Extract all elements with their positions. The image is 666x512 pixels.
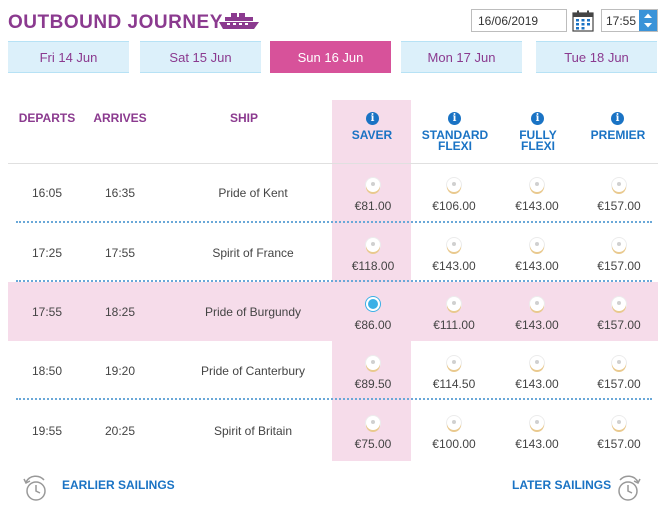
fare-radio-fully-flexi[interactable] [530, 178, 544, 192]
fare-price-saver: €118.00 [351, 259, 395, 273]
fare-price-saver: €81.00 [354, 199, 392, 213]
fare-price-standard-flexi: €143.00 [432, 259, 476, 273]
arrives-time: 19:20 [104, 364, 136, 378]
departs-time: 17:25 [31, 246, 63, 260]
fare-price-fully-flexi: €143.00 [515, 199, 559, 213]
sailing-row: 16:05 16:35 Pride of Kent €81.00 €106.00… [8, 164, 658, 223]
fare-radio-saver[interactable] [366, 356, 380, 370]
clock-back-icon[interactable] [22, 474, 48, 502]
sailing-row: 17:25 17:55 Spirit of France €118.00 €14… [8, 223, 658, 282]
row-divider [16, 398, 652, 400]
column-header-standard-flexi: STANDARD FLEXI [418, 128, 492, 153]
column-header-ship: SHIP [229, 111, 258, 125]
fare-price-premier: €157.00 [597, 437, 641, 451]
departs-time: 19:55 [31, 424, 63, 438]
fare-radio-premier[interactable] [612, 178, 626, 192]
fare-radio-saver[interactable] [366, 416, 380, 430]
ferry-icon [219, 13, 259, 29]
fare-price-saver: €86.00 [354, 318, 392, 332]
fare-radio-saver[interactable] [366, 178, 380, 192]
fare-radio-standard-flexi[interactable] [447, 297, 461, 311]
tab-sun-16-jun[interactable]: Sun 16 Jun [270, 41, 391, 73]
later-sailings-link[interactable]: LATER SAILINGS [512, 478, 612, 492]
fare-radio-standard-flexi[interactable] [447, 356, 461, 370]
fare-price-fully-flexi: €143.00 [515, 377, 559, 391]
fare-price-fully-flexi: €143.00 [515, 259, 559, 273]
column-header-departs: DEPARTS [18, 111, 76, 125]
calendar-icon[interactable] [572, 10, 594, 32]
fare-price-fully-flexi: €143.00 [515, 437, 559, 451]
column-header-premier: PREMIER [590, 128, 646, 142]
arrives-time: 18:25 [104, 305, 136, 319]
sailing-row-selected: 17:55 18:25 Pride of Burgundy €86.00 €11… [8, 282, 658, 341]
arrives-time: 20:25 [104, 424, 136, 438]
fare-radio-premier[interactable] [612, 356, 626, 370]
fare-radio-fully-flexi[interactable] [530, 297, 544, 311]
fare-radio-saver-selected[interactable] [366, 297, 380, 311]
fare-price-standard-flexi: €111.00 [433, 318, 475, 332]
departs-time: 16:05 [31, 186, 63, 200]
ship-name: Pride of Burgundy [204, 305, 302, 319]
fare-price-standard-flexi: €114.50 [432, 377, 476, 391]
ship-name: Spirit of Britain [213, 424, 293, 438]
column-header-fully-flexi: FULLY FLEXI [508, 128, 568, 153]
fare-radio-premier[interactable] [612, 297, 626, 311]
ship-name: Spirit of France [212, 246, 294, 260]
time-field[interactable]: 17:55 [601, 9, 658, 32]
fare-price-fully-flexi: €143.00 [515, 318, 559, 332]
spinner-icon[interactable] [639, 10, 657, 31]
fare-radio-standard-flexi[interactable] [447, 416, 461, 430]
column-header-standard-flexi-line1: STANDARD [421, 128, 489, 142]
column-header-arrives: ARRIVES [93, 111, 147, 125]
fare-radio-standard-flexi[interactable] [447, 238, 461, 252]
row-divider [16, 280, 652, 282]
sailing-row: 19:55 20:25 Spirit of Britain €75.00 €10… [8, 400, 658, 459]
fare-price-saver: €75.00 [354, 437, 392, 451]
departs-time: 18:50 [31, 364, 63, 378]
fare-radio-premier[interactable] [612, 416, 626, 430]
fare-radio-standard-flexi[interactable] [447, 178, 461, 192]
header-divider [8, 163, 658, 164]
fare-price-premier: €157.00 [597, 199, 641, 213]
tab-fri-14-jun[interactable]: Fri 14 Jun [8, 41, 129, 73]
info-icon[interactable]: i [366, 112, 379, 125]
fare-price-saver: €89.50 [354, 377, 392, 391]
fare-radio-fully-flexi[interactable] [530, 238, 544, 252]
header: OUTBOUND JOURNEY 17:55 [0, 0, 666, 40]
info-icon[interactable]: i [611, 112, 624, 125]
time-value: 17:55 [606, 14, 637, 28]
fare-radio-fully-flexi[interactable] [530, 416, 544, 430]
fare-price-premier: €157.00 [597, 259, 641, 273]
info-icon[interactable]: i [448, 112, 461, 125]
column-header-fully-flexi-line2: FLEXI [520, 139, 555, 153]
sailing-row: 18:50 19:20 Pride of Canterbury €89.50 €… [8, 341, 658, 400]
column-header-saver: SAVER [351, 128, 393, 142]
fare-radio-premier[interactable] [612, 238, 626, 252]
date-field[interactable] [471, 9, 567, 32]
fare-price-premier: €157.00 [597, 318, 641, 332]
fare-price-standard-flexi: €106.00 [432, 199, 476, 213]
tab-sat-15-jun[interactable]: Sat 15 Jun [140, 41, 261, 73]
fare-radio-saver[interactable] [366, 238, 380, 252]
fare-price-premier: €157.00 [597, 377, 641, 391]
tab-tue-18-jun[interactable]: Tue 18 Jun [536, 41, 657, 73]
tab-mon-17-jun[interactable]: Mon 17 Jun [401, 41, 522, 73]
ship-name: Pride of Canterbury [200, 364, 306, 378]
ship-name: Pride of Kent [218, 186, 288, 200]
column-header-standard-flexi-line2: FLEXI [437, 139, 472, 153]
page-title: OUTBOUND JOURNEY [8, 12, 223, 33]
departs-time: 17:55 [31, 305, 63, 319]
info-icon[interactable]: i [531, 112, 544, 125]
clock-forward-icon[interactable] [616, 474, 642, 502]
earlier-sailings-link[interactable]: EARLIER SAILINGS [62, 478, 175, 492]
column-header-fully-flexi-line1: FULLY [519, 128, 557, 142]
fare-radio-fully-flexi[interactable] [530, 356, 544, 370]
arrives-time: 16:35 [104, 186, 136, 200]
fare-price-standard-flexi: €100.00 [432, 437, 476, 451]
date-tabs: Fri 14 Jun Sat 15 Jun Sun 16 Jun Mon 17 … [8, 41, 658, 74]
arrives-time: 17:55 [104, 246, 136, 260]
row-divider [16, 221, 652, 223]
